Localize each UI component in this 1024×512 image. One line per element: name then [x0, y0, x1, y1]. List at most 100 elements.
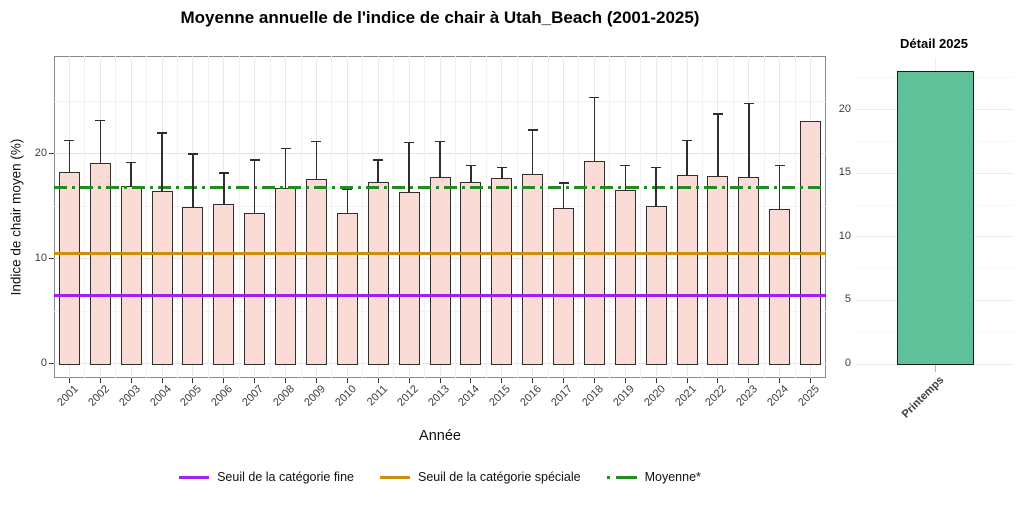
bar: [305, 179, 327, 365]
x-tick-label: 2014: [456, 383, 483, 409]
x-tick-label: 2025: [796, 383, 823, 409]
legend-label: Seuil de la catégorie fine: [217, 470, 354, 484]
x-tick-mark: [439, 378, 441, 383]
x-tick-mark: [68, 378, 70, 383]
bar: [614, 189, 636, 365]
v-gridline-minor: [547, 56, 549, 378]
error-bar-whisker: [624, 165, 627, 190]
x-tick-label: 2010: [333, 383, 359, 409]
error-bar-cap: [404, 141, 415, 144]
x-tick-mark: [315, 378, 317, 383]
v-gridline-minor: [732, 56, 734, 378]
v-gridline-minor: [578, 56, 580, 378]
reference-line-moyenne: [54, 186, 826, 189]
v-gridline-minor: [177, 56, 179, 378]
bar: [398, 191, 420, 365]
x-tick-label: 2018: [580, 383, 606, 409]
x-tick-mark: [99, 378, 101, 383]
x-tick-mark: [470, 378, 472, 383]
bar: [367, 182, 389, 365]
x-tick-mark: [501, 378, 503, 383]
x-tick-label: 2003: [116, 383, 143, 409]
v-gridline-minor: [671, 56, 673, 378]
legend-label: Moyenne*: [644, 470, 701, 484]
chart-title: Moyenne annuelle de l'indice de chair à …: [180, 8, 700, 27]
error-bar-whisker: [778, 165, 781, 210]
bar: [491, 178, 513, 365]
x-tick-label: 2016: [518, 383, 545, 409]
x-tick-label: 2020: [641, 383, 668, 409]
x-tick-label: 2008: [271, 383, 298, 409]
y-tick-mark: [49, 258, 54, 260]
v-gridline-minor: [640, 56, 642, 378]
y-tick-label: 20: [34, 146, 47, 159]
legend: Seuil de la catégorie fine Seuil de la c…: [54, 470, 826, 484]
v-gridline-minor: [115, 56, 117, 378]
x-tick-label: 2007: [240, 383, 267, 409]
v-gridline-minor: [516, 56, 518, 378]
x-tick-mark: [408, 378, 410, 383]
x-tick-mark: [223, 378, 225, 383]
error-bar-cap: [64, 139, 75, 142]
error-bar-cap: [280, 147, 291, 150]
error-bar-whisker: [686, 140, 688, 175]
error-bar-whisker: [377, 160, 379, 183]
bar: [769, 209, 791, 365]
bar: [522, 173, 544, 365]
x-tick-label: 2012: [394, 383, 421, 409]
error-bar-cap: [496, 166, 507, 169]
error-bar-whisker: [748, 103, 750, 177]
error-bar-cap: [651, 166, 662, 169]
y-tick-label: 10: [838, 229, 851, 242]
x-tick-label: 2023: [734, 383, 761, 409]
y-tick-label: 0: [40, 356, 47, 369]
bar: [120, 186, 142, 365]
v-gridline-minor: [485, 56, 487, 378]
error-bar-cap: [743, 102, 754, 105]
error-bar-whisker: [501, 167, 503, 178]
v-gridline-minor: [84, 56, 86, 378]
x-tick-label: 2019: [610, 383, 637, 409]
error-bar-cap: [620, 164, 631, 167]
error-bar-cap: [311, 140, 322, 143]
error-bar-cap: [558, 182, 569, 184]
bar: [896, 71, 974, 366]
y-tick-label: 0: [844, 357, 851, 369]
error-bar-whisker: [346, 189, 349, 213]
y-tick-label: 20: [838, 102, 851, 115]
x-tick-mark: [130, 378, 132, 383]
error-bar-cap: [712, 113, 723, 115]
bar: [460, 182, 482, 365]
v-gridline-minor: [238, 56, 240, 378]
error-bar-whisker: [315, 141, 318, 180]
bar: [738, 176, 760, 365]
orange-line-swatch-icon: [380, 475, 410, 479]
x-tick-mark: [810, 378, 812, 383]
x-tick-mark: [779, 378, 781, 383]
x-tick-mark: [563, 378, 565, 383]
x-tick-label: 2017: [549, 383, 576, 409]
bar: [336, 212, 358, 365]
error-bar-whisker: [253, 160, 256, 213]
error-bar-whisker: [408, 142, 410, 192]
error-bar-cap: [249, 159, 260, 161]
x-tick-mark: [934, 365, 936, 372]
x-tick-label: 2002: [85, 383, 112, 409]
error-bar-cap: [682, 139, 693, 142]
v-gridline-minor: [331, 56, 333, 378]
error-bar-whisker: [439, 141, 441, 177]
bar: [213, 204, 235, 365]
error-bar-cap: [218, 172, 229, 174]
v-gridline-minor: [424, 56, 426, 378]
bar: [553, 208, 575, 365]
bar: [58, 171, 80, 365]
legend-label: Seuil de la catégorie spéciale: [418, 470, 581, 484]
error-bar-whisker: [223, 172, 225, 205]
bar: [151, 190, 173, 365]
x-axis-title: Année: [419, 428, 461, 444]
error-bar-whisker: [717, 114, 719, 176]
x-tick-mark: [624, 378, 626, 383]
x-tick-label: 2022: [703, 383, 730, 409]
error-bar-whisker: [531, 129, 534, 174]
